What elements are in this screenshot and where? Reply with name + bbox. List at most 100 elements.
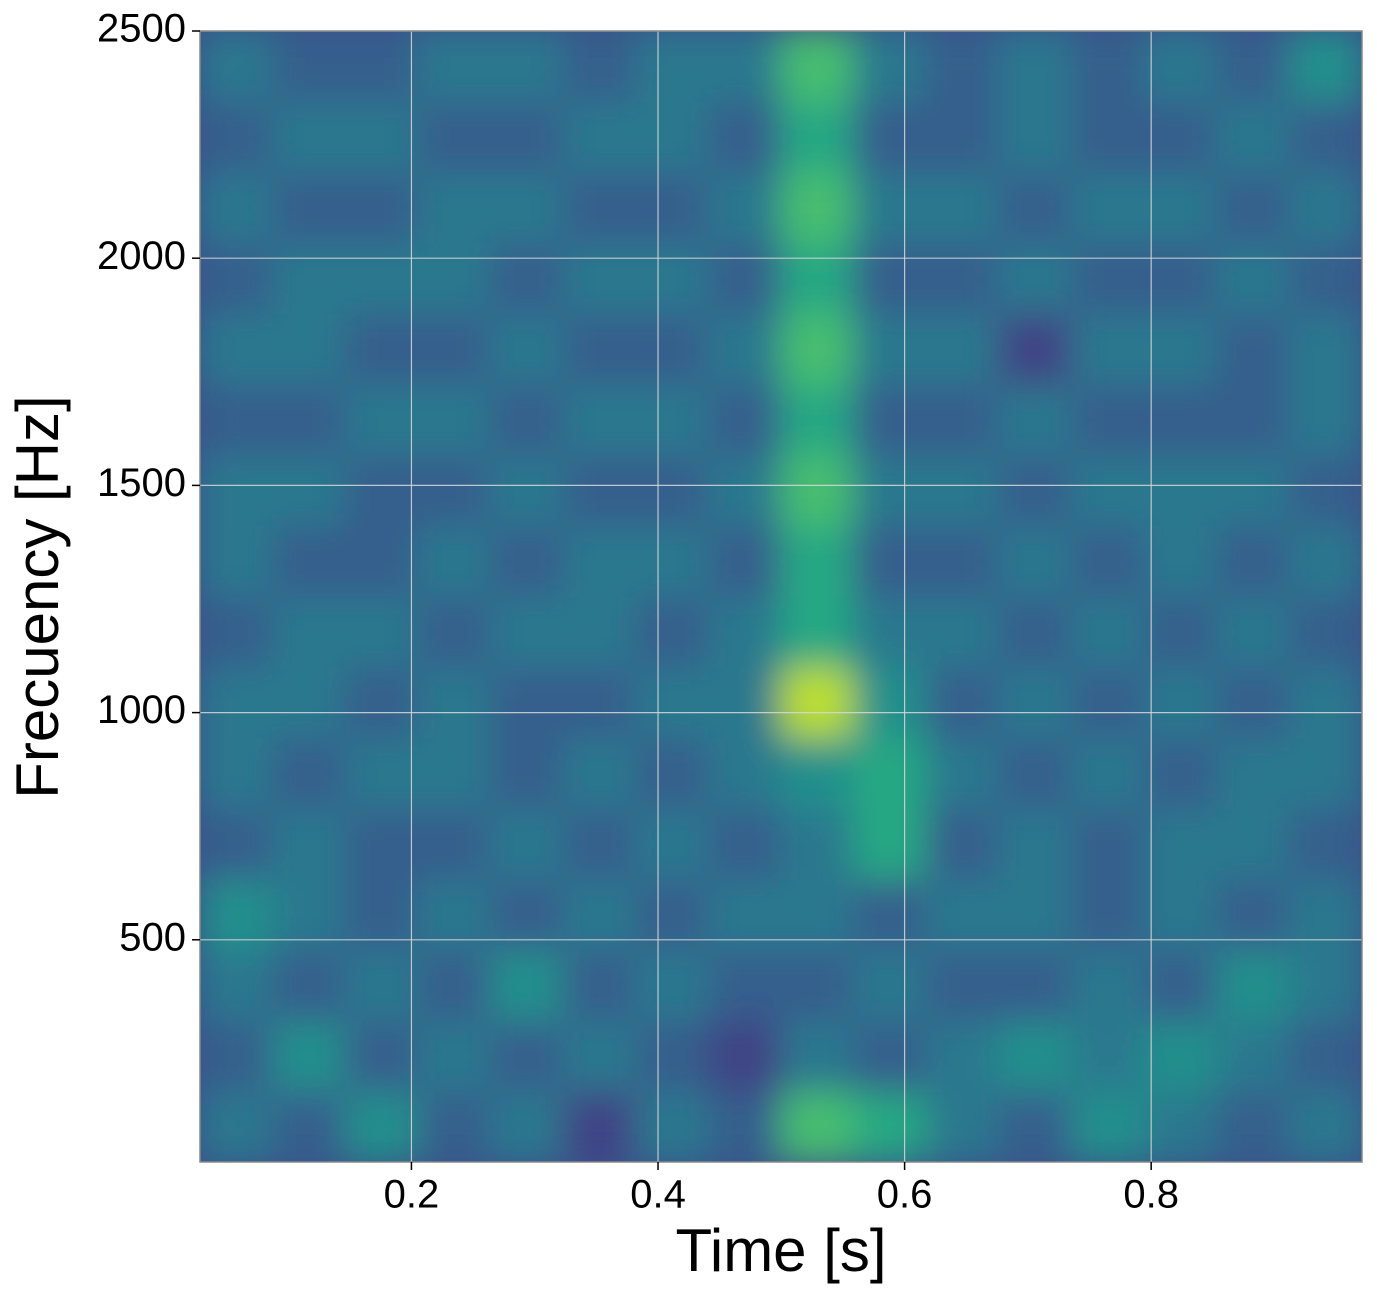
heatmap-cell — [344, 242, 419, 315]
heatmap-cell — [272, 101, 346, 173]
heatmap-cell — [1143, 1090, 1218, 1162]
heatmap-cell — [344, 878, 419, 951]
heatmap-cell — [344, 1090, 419, 1162]
heatmap-cell — [925, 808, 1000, 880]
heatmap-cell — [1288, 383, 1362, 456]
heatmap-cell — [1143, 596, 1218, 668]
heatmap-cell — [1216, 31, 1290, 103]
heatmap-cell — [562, 101, 637, 173]
heatmap-cell — [1071, 383, 1145, 456]
heatmap-cell — [925, 242, 1000, 315]
heatmap-cell — [344, 949, 419, 1022]
x-tick-label: 0.8 — [1123, 1173, 1179, 1217]
heatmap-cell — [635, 313, 709, 385]
heatmap-cell — [925, 313, 1000, 385]
heatmap-cell — [780, 808, 855, 880]
heatmap-cell — [1071, 737, 1145, 810]
heatmap-cell — [707, 878, 782, 951]
heatmap-cell — [1071, 313, 1145, 385]
heatmap-cell — [562, 808, 637, 880]
heatmap-cell — [344, 525, 419, 597]
heatmap-cell — [780, 878, 855, 951]
heatmap-cell — [998, 313, 1072, 385]
heatmap-cell — [1216, 949, 1290, 1022]
heatmap-cell — [707, 242, 782, 315]
heatmap-cell — [1071, 101, 1145, 173]
heatmap-cell — [272, 878, 346, 951]
heatmap-cell — [1071, 666, 1145, 739]
heatmap-cell — [780, 31, 855, 103]
heatmap-cell — [925, 1090, 1000, 1162]
heatmap-cell — [417, 666, 491, 739]
heatmap-cell — [344, 454, 419, 527]
heatmap-cell — [417, 454, 491, 527]
heatmap-cell — [707, 808, 782, 880]
heatmap-cell — [200, 31, 274, 103]
heatmap-cell — [853, 666, 927, 739]
heatmap-cell — [200, 666, 274, 739]
y-tick-label: 1500 — [97, 461, 186, 505]
heatmap-cell — [490, 737, 564, 810]
heatmap-cell — [272, 596, 346, 668]
heatmap-cell — [562, 596, 637, 668]
y-axis-label: Frecuency [Hz] — [4, 395, 71, 798]
heatmap-cell — [272, 737, 346, 810]
heatmap-cell — [272, 1090, 346, 1162]
heatmap-cell — [998, 737, 1072, 810]
y-tick-label: 2500 — [97, 7, 186, 51]
heatmap-cell — [853, 313, 927, 385]
heatmap-cell — [1071, 596, 1145, 668]
heatmap-cell — [272, 383, 346, 456]
heatmap-cell — [200, 808, 274, 880]
heatmap-cell — [635, 808, 709, 880]
heatmap-cell — [780, 454, 855, 527]
heatmap-cell — [417, 313, 491, 385]
heatmap-cell — [562, 31, 637, 103]
x-tick-label: 0.2 — [384, 1173, 440, 1217]
heatmap-cell — [635, 666, 709, 739]
heatmap-cell — [344, 737, 419, 810]
heatmap-cell — [272, 31, 346, 103]
y-tick-label: 1000 — [97, 688, 186, 732]
heatmap-cell — [272, 242, 346, 315]
heatmap-cell — [562, 949, 637, 1022]
heatmap-cell — [562, 525, 637, 597]
heatmap-cell — [998, 949, 1072, 1022]
heatmap-cell — [200, 383, 274, 456]
heatmap-cell — [707, 666, 782, 739]
heatmap-cell — [200, 454, 274, 527]
heatmap-cell — [417, 383, 491, 456]
heatmap — [200, 31, 1362, 1162]
heatmap-cell — [707, 454, 782, 527]
heatmap-cell — [925, 101, 1000, 173]
heatmap-cell — [490, 1020, 564, 1092]
heatmap-cell — [417, 171, 491, 244]
heatmap-cell — [417, 31, 491, 103]
heatmap-cell — [1288, 596, 1362, 668]
heatmap-cell — [1216, 242, 1290, 315]
heatmap-cell — [344, 171, 419, 244]
heatmap-cell — [998, 878, 1072, 951]
heatmap-cell — [344, 596, 419, 668]
heatmap-cell — [562, 171, 637, 244]
heatmap-cell — [853, 525, 927, 597]
heatmap-cell — [1288, 737, 1362, 810]
heatmap-cell — [562, 383, 637, 456]
heatmap-cell — [780, 101, 855, 173]
heatmap-cell — [490, 31, 564, 103]
heatmap-cell — [344, 1020, 419, 1092]
heatmap-cell — [272, 666, 346, 739]
heatmap-cell — [562, 454, 637, 527]
heatmap-cell — [1143, 666, 1218, 739]
heatmap-cell — [1216, 878, 1290, 951]
heatmap-cell — [998, 31, 1072, 103]
heatmap-cell — [635, 101, 709, 173]
heatmap-cell — [272, 949, 346, 1022]
heatmap-cell — [417, 737, 491, 810]
heatmap-cell — [707, 1090, 782, 1162]
heatmap-cell — [1071, 949, 1145, 1022]
heatmap-cell — [1288, 101, 1362, 173]
heatmap-cell — [562, 313, 637, 385]
heatmap-cell — [780, 1090, 855, 1162]
heatmap-cell — [707, 949, 782, 1022]
